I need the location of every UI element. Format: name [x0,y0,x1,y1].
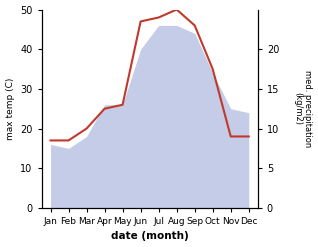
Y-axis label: max temp (C): max temp (C) [5,78,15,140]
X-axis label: date (month): date (month) [111,231,189,242]
Y-axis label: med. precipitation
(kg/m2): med. precipitation (kg/m2) [293,70,313,147]
